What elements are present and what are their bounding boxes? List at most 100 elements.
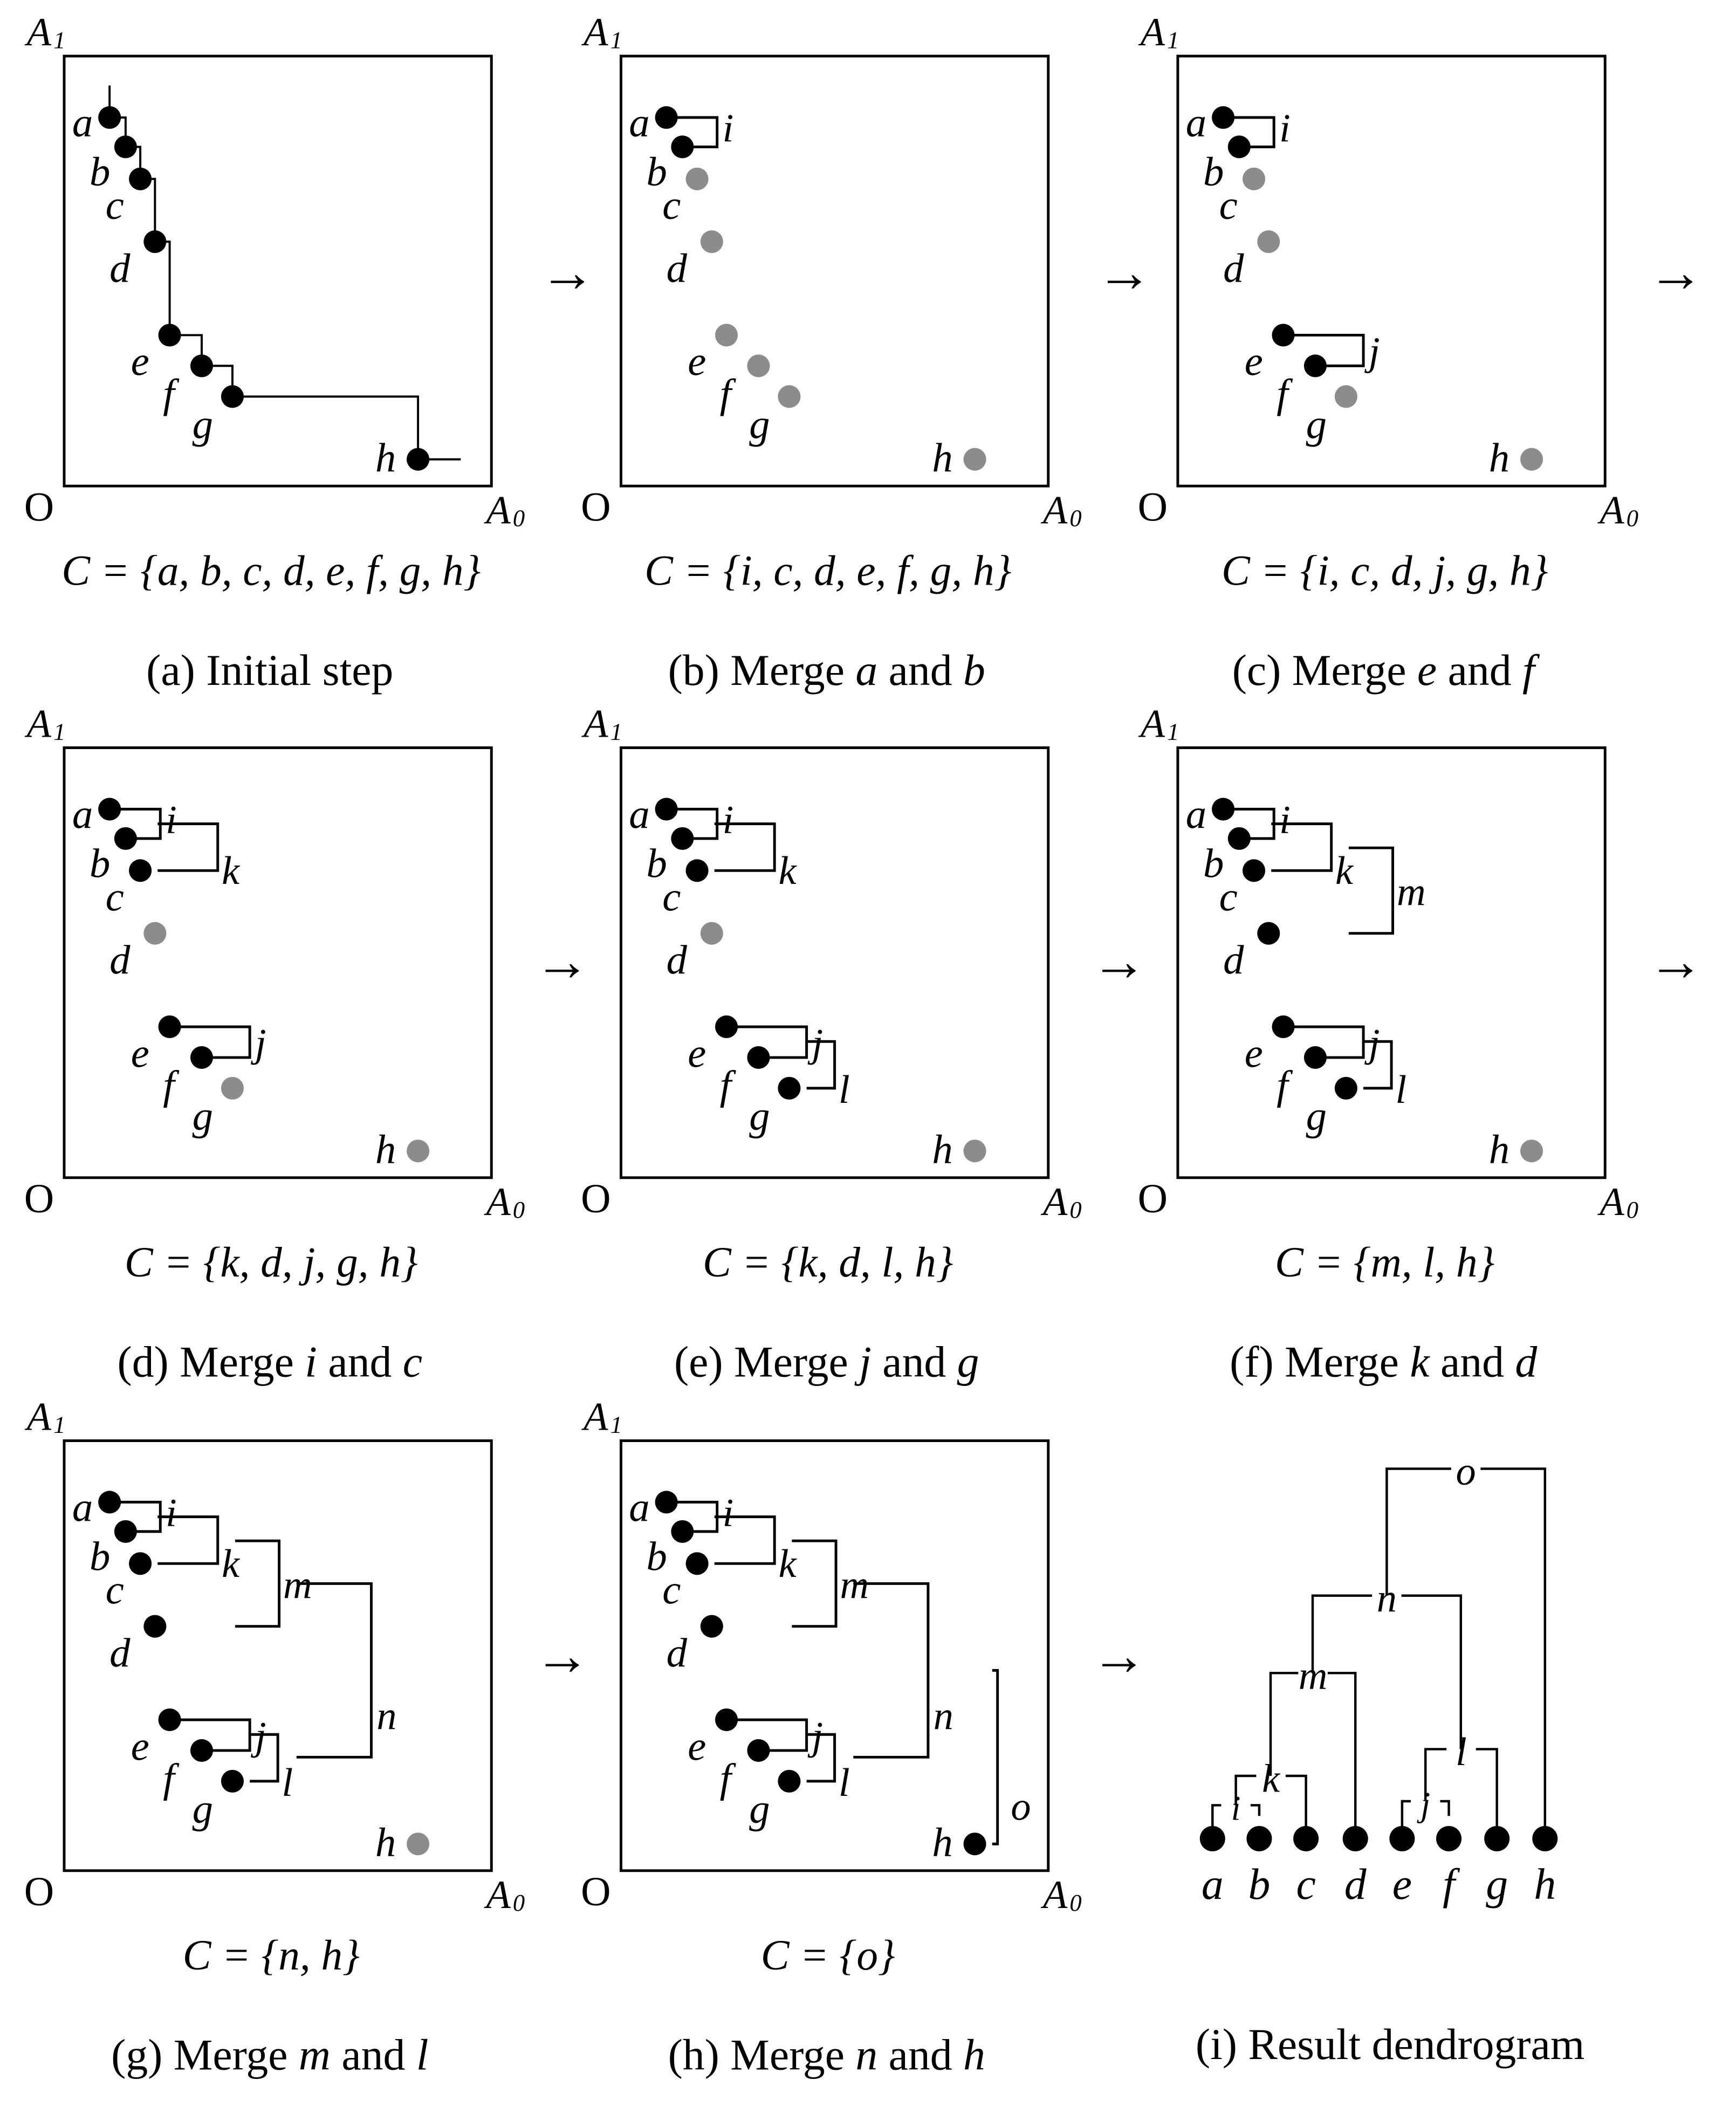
caption-pre: (f) Merge [1230, 1337, 1410, 1387]
dendrogram-node-i: i [1231, 1789, 1241, 1828]
cluster-label-n: n [376, 1694, 396, 1738]
cluster-label-i: i [166, 1491, 177, 1535]
leaf-g [1484, 1825, 1510, 1851]
point-g [778, 1076, 801, 1100]
cluster-label-j: j [808, 1021, 824, 1065]
y-axis-label: A [24, 1395, 52, 1439]
point-f [1303, 354, 1327, 378]
leaf-e [1389, 1825, 1415, 1851]
point-label-e: e [688, 339, 706, 385]
point-label-h: h [932, 1820, 952, 1865]
next-step-arrow: → [1648, 930, 1704, 992]
merge-bracket-m [235, 1539, 281, 1628]
point-f [747, 354, 770, 378]
point-f [190, 354, 214, 378]
caption-v2: f [1522, 646, 1540, 695]
point-c [1242, 167, 1266, 190]
merge-bracket-k [714, 1515, 776, 1565]
cluster-label-l: l [839, 1068, 850, 1112]
leaf-label-b: b [1248, 1859, 1271, 1909]
point-label-h: h [1489, 435, 1509, 481]
point-g [221, 385, 244, 408]
next-step-arrow: → [1091, 930, 1147, 992]
point-f [747, 1739, 770, 1762]
caption-v2: l [416, 2030, 429, 2079]
cluster-set: C = {m, l, h} [1275, 1239, 1494, 1286]
point-h [1520, 1140, 1543, 1163]
y-axis-label: A [581, 10, 608, 54]
caption-mid: and [1430, 1337, 1515, 1387]
y-axis-subscript: 1 [1167, 718, 1179, 745]
point-label-c: c [106, 182, 124, 228]
plot-frame [619, 1439, 1050, 1872]
point-label-g: g [193, 1786, 213, 1832]
point-g [778, 385, 801, 408]
point-label-f: f [163, 1062, 180, 1108]
cluster-label-i: i [166, 798, 177, 842]
origin-label: O [581, 1869, 610, 1914]
point-label-g: g [749, 1786, 770, 1832]
point-label-e: e [131, 339, 149, 385]
panel-caption: (g) Merge m and l [111, 2030, 428, 2079]
point-h [407, 1833, 430, 1856]
cluster-set: C = {k, d, j, g, h} [125, 1239, 418, 1286]
point-g [1334, 385, 1357, 408]
x-axis-subscript: 0 [1627, 505, 1638, 532]
leaf-label-c: c [1296, 1859, 1315, 1909]
cluster-label-k: k [779, 849, 798, 893]
merge-bracket-n [853, 1582, 930, 1759]
point-e [158, 1015, 181, 1039]
point-label-b: b [1203, 149, 1224, 195]
point-f [747, 1046, 770, 1069]
merge-bracket-k [1271, 822, 1333, 872]
point-label-d: d [109, 1630, 131, 1676]
point-label-e: e [688, 1723, 706, 1769]
point-label-g: g [1306, 401, 1327, 447]
point-label-f: f [163, 370, 180, 416]
point-g [221, 1076, 244, 1100]
y-axis-label: A [24, 702, 52, 746]
point-label-b: b [646, 841, 667, 887]
merge-bracket-l [806, 1733, 836, 1783]
x-axis-label: A [1597, 489, 1624, 533]
cluster-label-m: m [1397, 870, 1426, 915]
cluster-label-j: j [251, 1021, 266, 1065]
panel-caption: (h) Merge n and h [668, 2030, 985, 2079]
panel-caption: (e) Merge j and g [674, 1337, 979, 1387]
next-step-arrow: → [1091, 1625, 1147, 1687]
leaf-label-e: e [1392, 1859, 1412, 1909]
point-d [1257, 922, 1280, 945]
caption-pre: (d) Merge [117, 1337, 305, 1387]
point-label-h: h [375, 435, 396, 481]
point-d [700, 922, 723, 945]
point-b [114, 1520, 137, 1543]
point-a [655, 1491, 678, 1514]
cluster-set: C = {n, h} [183, 1932, 360, 1979]
point-label-b: b [646, 149, 667, 195]
point-label-h: h [1489, 1127, 1509, 1172]
x-axis-subscript: 0 [1069, 1889, 1081, 1916]
cluster-label-i: i [1279, 798, 1291, 842]
cluster-label-o: o [1011, 1785, 1031, 1829]
point-h [407, 1140, 430, 1163]
x-axis-subscript: 0 [513, 1889, 525, 1916]
caption-v2: g [957, 1337, 979, 1387]
point-c [685, 859, 709, 882]
cluster-label-m: m [283, 1563, 312, 1608]
point-c [1242, 859, 1266, 882]
point-g [221, 1769, 244, 1793]
caption-pre: (c) Merge [1232, 646, 1417, 695]
cluster-label-k: k [779, 1542, 798, 1586]
point-e [715, 1708, 738, 1732]
point-g [778, 1769, 801, 1793]
plot-frame [63, 1439, 493, 1872]
cluster-label-i: i [723, 798, 734, 842]
origin-label: O [581, 484, 610, 530]
point-label-g: g [1306, 1093, 1327, 1139]
y-axis-subscript: 1 [610, 26, 622, 53]
